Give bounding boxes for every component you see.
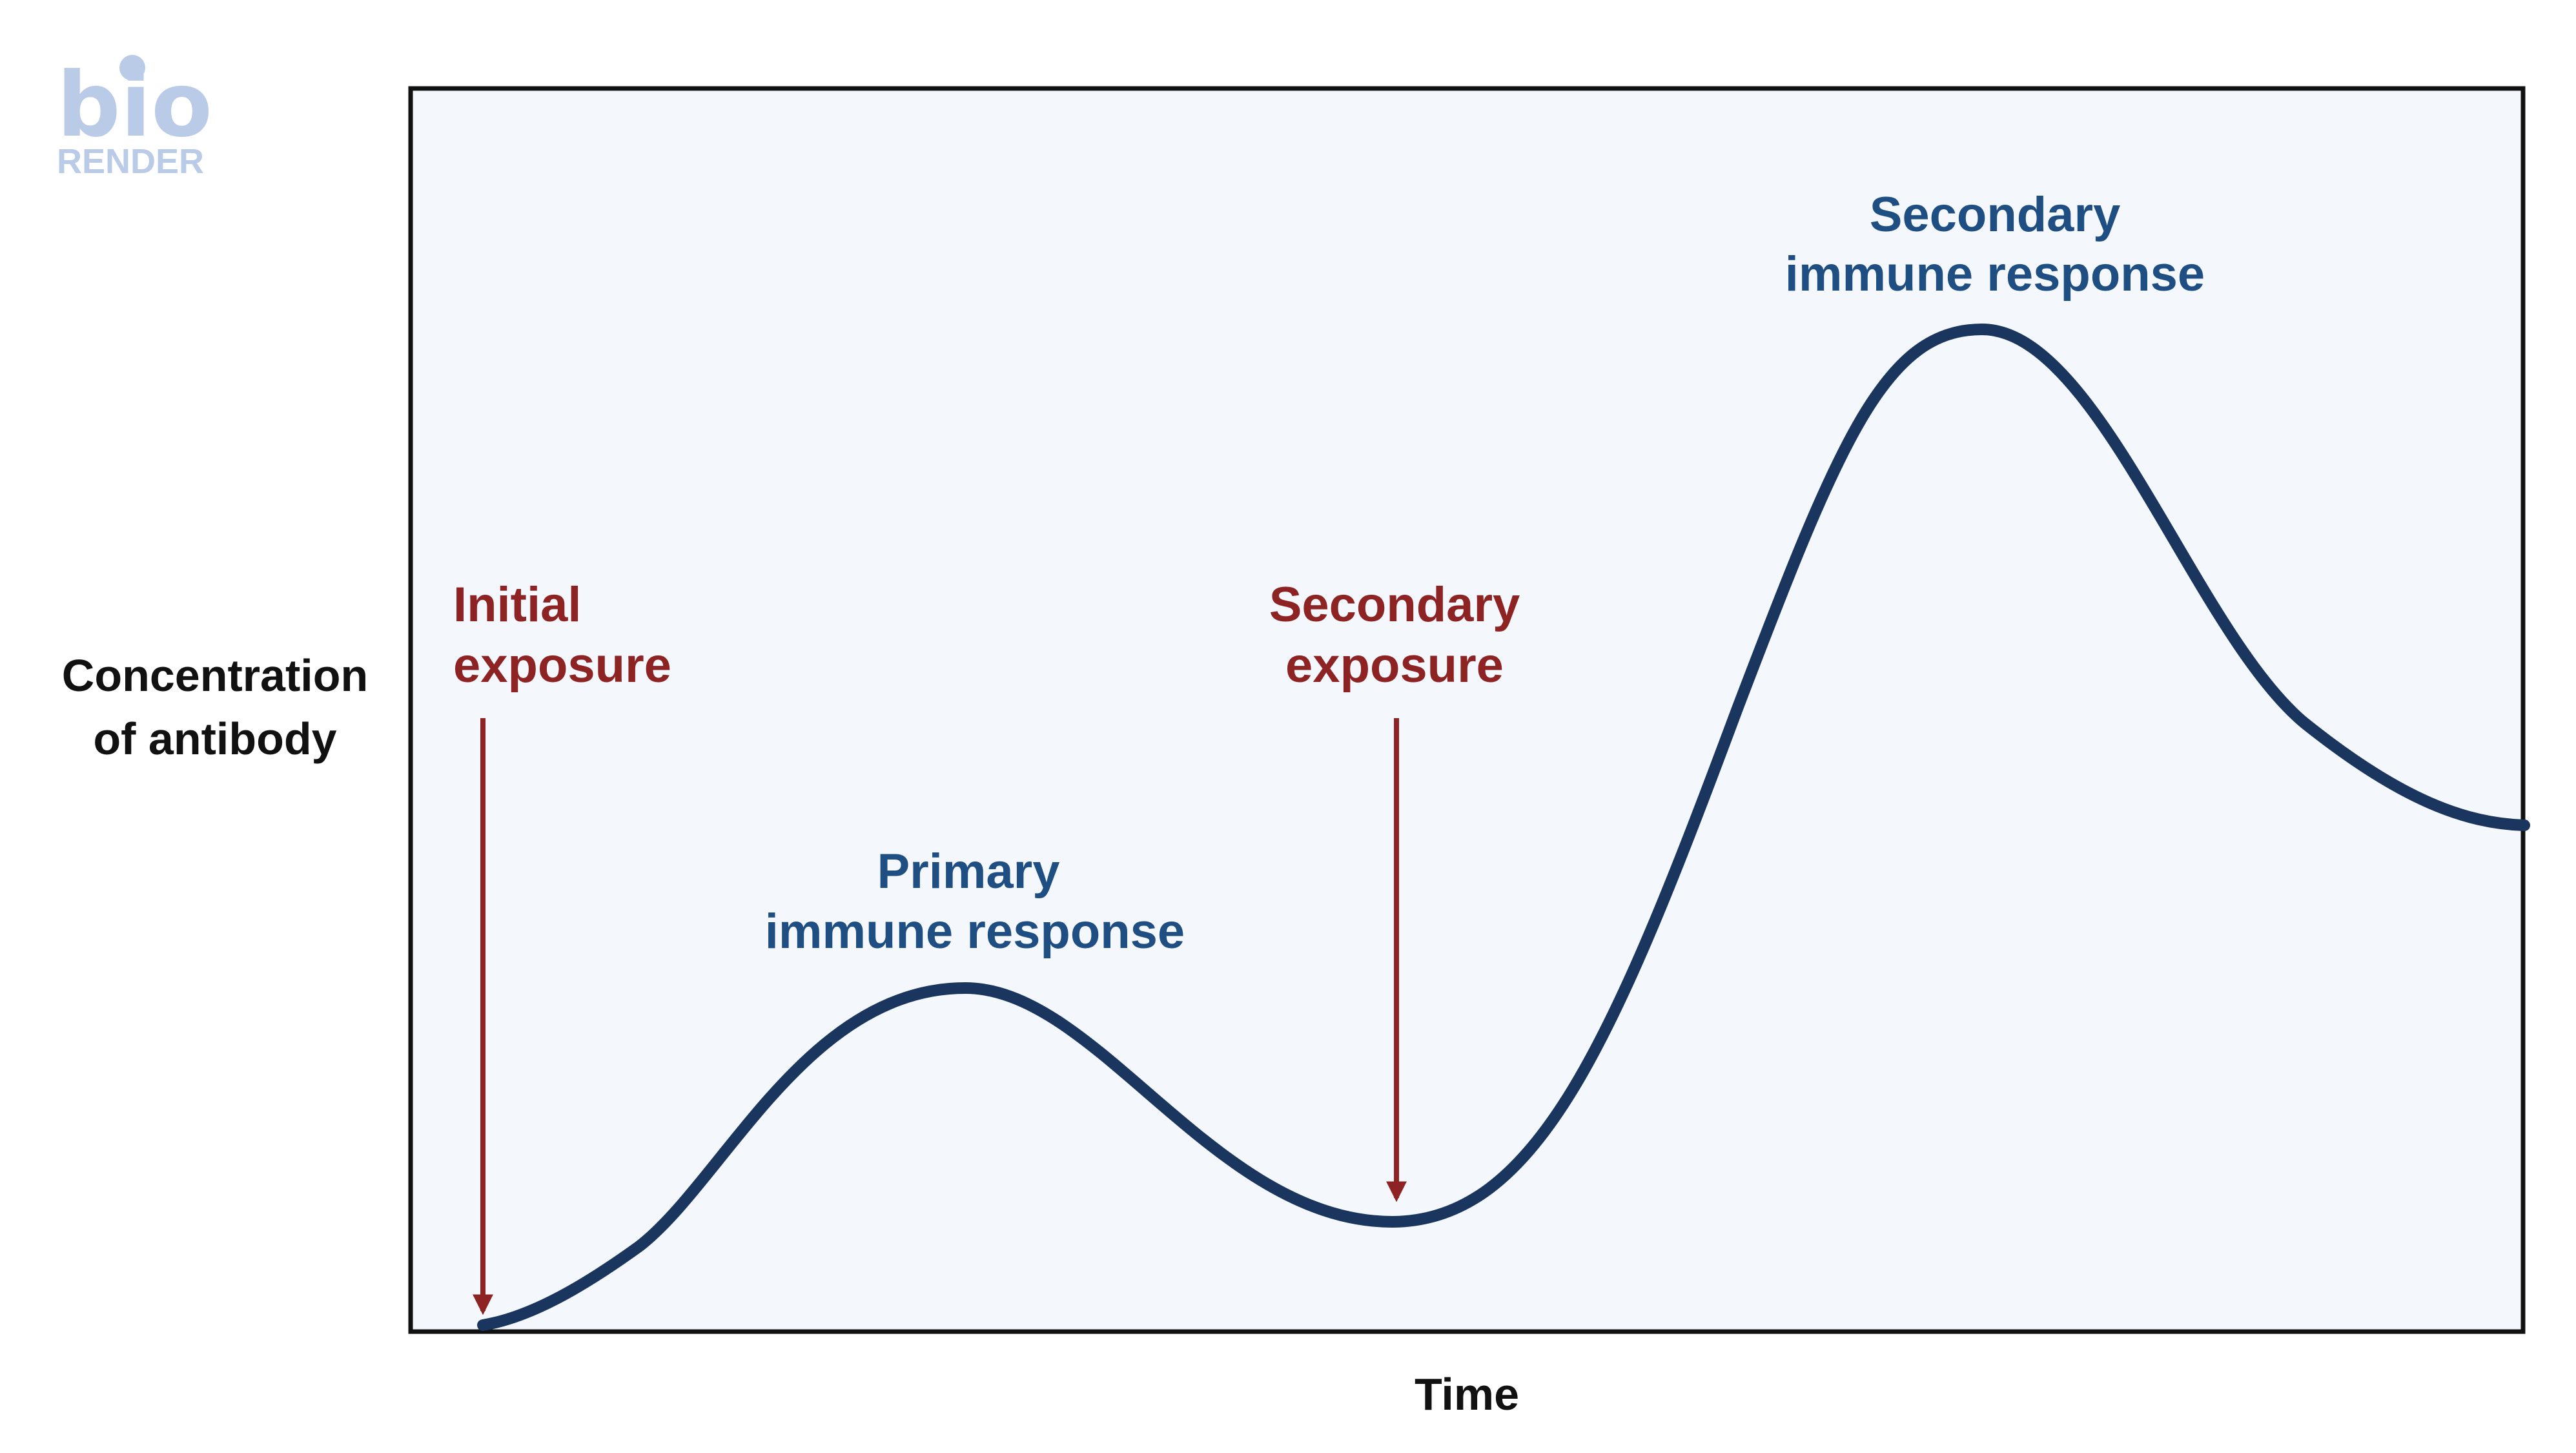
x-axis-label: Time: [1415, 1369, 1519, 1419]
antibody-concentration-curve: [477, 324, 2530, 1331]
secondary-exposure-label-line1: Secondary: [1269, 577, 1520, 632]
secondary-response-label-line2: immune response: [1785, 247, 2205, 302]
logo-render-text: RENDER: [57, 142, 204, 181]
logo-dot-icon: [119, 55, 145, 81]
y-axis-label-line1: Concentration: [62, 650, 368, 701]
y-axis-label-line2: of antibody: [93, 714, 336, 764]
plot-area: [408, 86, 2526, 1334]
secondary-exposure-label-line2: exposure: [1285, 638, 1504, 693]
primary-response-label-line2: immune response: [765, 904, 1185, 959]
primary-response-label-line1: Primary: [877, 844, 1059, 899]
biorender-logo: bio RENDER: [57, 53, 212, 181]
initial-exposure-label-line1: Initial: [453, 577, 581, 632]
initial-exposure-label-line2: exposure: [453, 638, 671, 693]
secondary-response-label-line1: Secondary: [1870, 187, 2121, 242]
